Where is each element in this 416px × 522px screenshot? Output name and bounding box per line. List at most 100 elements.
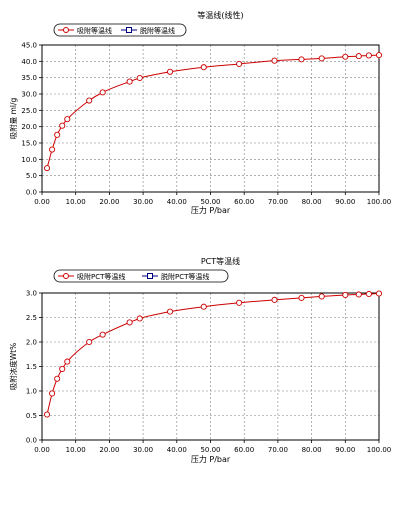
chart-1: 等温线(线性) 0.00 10.00 20.00 30.00 40.00 50.00 60.0… bbox=[9, 10, 391, 215]
x-tick-label: 80.00 bbox=[302, 198, 322, 206]
legend-label-adsorption: 吸附等温线 bbox=[77, 26, 112, 35]
series-adsorption bbox=[44, 52, 383, 172]
data-point bbox=[136, 315, 143, 322]
gridlines bbox=[42, 45, 379, 192]
data-point bbox=[167, 308, 174, 315]
data-point bbox=[355, 291, 362, 298]
y-tick-label: 45.0 bbox=[21, 42, 37, 50]
x-tick-label: 70.00 bbox=[268, 446, 288, 454]
y-axis-label: 吸附量 ml/g bbox=[9, 97, 18, 139]
data-point bbox=[86, 97, 93, 104]
data-point bbox=[59, 122, 66, 129]
legend: 吸附等温线 脱附等温线 bbox=[53, 23, 187, 37]
legend-box bbox=[53, 23, 187, 37]
y-tick-label: 3.0 bbox=[26, 290, 37, 298]
x-tick-label: 80.00 bbox=[302, 446, 322, 454]
data-point bbox=[375, 52, 383, 59]
x-tick-label: 0.00 bbox=[34, 446, 50, 454]
data-point bbox=[236, 60, 243, 67]
x-tick-label: 10.00 bbox=[66, 446, 86, 454]
y-tick-label: 2.5 bbox=[26, 314, 37, 322]
legend-marker-adsorption bbox=[63, 273, 69, 279]
x-tick-label: 50.00 bbox=[200, 198, 220, 206]
y-tick-label: 20.0 bbox=[21, 123, 37, 131]
data-point bbox=[200, 64, 207, 71]
data-point bbox=[54, 131, 61, 138]
y-tick-label: 0.5 bbox=[26, 412, 37, 420]
y-axis-label: 吸附浓度Wt% bbox=[8, 343, 18, 390]
gridlines bbox=[42, 293, 379, 440]
x-tick-label: 40.00 bbox=[167, 446, 187, 454]
x-tick-label: 40.00 bbox=[167, 198, 187, 206]
series-line bbox=[46, 292, 380, 415]
data-point bbox=[44, 165, 51, 172]
data-point bbox=[126, 319, 133, 326]
x-axis-label: 压力 P/bar bbox=[191, 454, 231, 464]
legend-marker-desorption bbox=[126, 27, 132, 33]
data-point bbox=[44, 411, 51, 418]
data-point bbox=[298, 56, 305, 63]
y-tick-label: 10.0 bbox=[21, 156, 37, 164]
data-point bbox=[318, 55, 325, 62]
data-point bbox=[375, 290, 383, 297]
chart-title: 等温线(线性) bbox=[197, 10, 243, 20]
data-point bbox=[271, 296, 278, 303]
data-point bbox=[126, 78, 133, 85]
data-point bbox=[236, 299, 243, 306]
y-tick-label: 1.0 bbox=[26, 388, 37, 396]
chart-title: PCT等温线 bbox=[201, 256, 240, 266]
x-tick-label: 60.00 bbox=[234, 446, 254, 454]
data-point bbox=[342, 53, 349, 60]
data-point bbox=[64, 116, 71, 123]
data-point bbox=[318, 293, 325, 300]
data-point bbox=[136, 74, 143, 82]
y-tick-label: 0.0 bbox=[26, 437, 37, 445]
series-line bbox=[46, 54, 380, 169]
data-point bbox=[298, 294, 305, 301]
x-tick-label: 20.00 bbox=[99, 446, 119, 454]
x-tick-label: 30.00 bbox=[133, 198, 153, 206]
x-tick-label: 100.00 bbox=[367, 198, 392, 206]
x-tick-label: 30.00 bbox=[133, 446, 153, 454]
legend-label-desorption: 脱附等温线 bbox=[140, 26, 175, 35]
x-axis-label: 压力 P/bar bbox=[191, 205, 231, 215]
x-tick-label: 20.00 bbox=[99, 198, 119, 206]
data-point bbox=[59, 365, 66, 373]
data-point bbox=[54, 375, 61, 382]
x-tick-label: 100.00 bbox=[367, 446, 392, 454]
data-point bbox=[342, 291, 349, 299]
legend-label-desorption: 脱附PCT等温线 bbox=[161, 272, 209, 281]
x-tick-label: 10.00 bbox=[66, 198, 86, 206]
data-point bbox=[271, 57, 278, 64]
x-tick-label: 90.00 bbox=[335, 198, 355, 206]
data-point bbox=[355, 53, 362, 60]
legend-box bbox=[53, 269, 229, 283]
data-point bbox=[49, 146, 56, 153]
x-tick-label: 50.00 bbox=[200, 446, 220, 454]
x-tick-label: 90.00 bbox=[335, 446, 355, 454]
data-point bbox=[86, 338, 93, 346]
x-tick-label: 60.00 bbox=[234, 198, 254, 206]
y-tick-label: 5.0 bbox=[26, 172, 37, 180]
legend-label-adsorption: 吸附PCT等温线 bbox=[77, 272, 125, 281]
y-tick-label: 0.0 bbox=[26, 189, 37, 197]
data-point bbox=[49, 390, 56, 397]
y-tick-label: 25.0 bbox=[21, 107, 37, 115]
legend: 吸附PCT等温线 脱附PCT等温线 bbox=[53, 269, 229, 283]
legend-marker-desorption bbox=[147, 273, 153, 279]
y-tick-label: 1.5 bbox=[26, 363, 37, 371]
chart-2: PCT等温线 0.00 10.00 20.00 30.00 40.00 50.00 60.00… bbox=[8, 256, 391, 464]
legend-marker-adsorption bbox=[63, 27, 69, 33]
data-point bbox=[365, 290, 372, 298]
y-tick-label: 30.0 bbox=[21, 91, 37, 99]
data-point bbox=[99, 89, 106, 96]
data-point bbox=[167, 68, 174, 75]
y-tick-label: 40.0 bbox=[21, 58, 37, 66]
series-adsorption bbox=[44, 290, 383, 418]
data-point bbox=[365, 52, 372, 59]
x-tick-label: 0.00 bbox=[34, 198, 50, 206]
y-tick-label: 15.0 bbox=[21, 140, 37, 148]
y-tick-label: 35.0 bbox=[21, 74, 37, 82]
data-point bbox=[64, 358, 71, 365]
